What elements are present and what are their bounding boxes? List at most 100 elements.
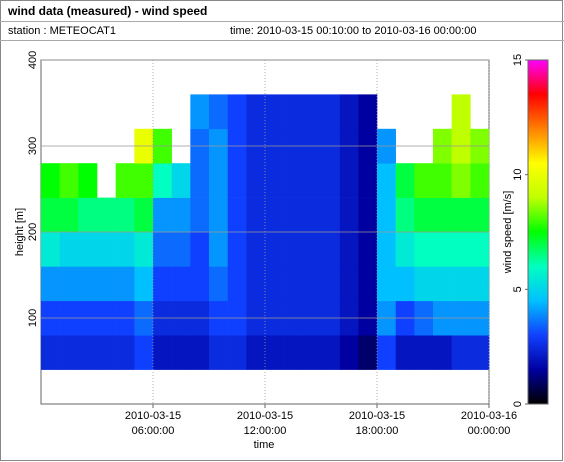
cell (358, 232, 378, 267)
cell (209, 266, 228, 302)
cell (190, 94, 210, 130)
cell (115, 266, 135, 302)
cell (59, 266, 79, 302)
cell (414, 163, 434, 198)
cell (451, 232, 471, 267)
cell (171, 197, 191, 233)
cell (97, 335, 116, 370)
cell (321, 335, 340, 370)
cell (283, 94, 303, 130)
cell (171, 232, 191, 267)
cell (302, 94, 322, 130)
cell (265, 163, 284, 198)
colorbar-tick-label: 5 (512, 286, 524, 292)
cell (78, 335, 98, 370)
cell (283, 266, 303, 302)
y-tick-label: 400 (27, 51, 39, 69)
cell (377, 232, 396, 267)
cell (227, 266, 247, 302)
cell (414, 266, 434, 302)
cell (246, 94, 266, 130)
cell (41, 232, 60, 267)
cell (358, 335, 378, 370)
cell (339, 94, 359, 130)
cell (59, 335, 79, 370)
cell (209, 232, 228, 267)
x-tick-label: 2010-03-15 12:00:00 (237, 410, 293, 437)
station: station : METEOCAT1 (8, 25, 116, 37)
cell (470, 335, 490, 370)
cell (59, 163, 79, 198)
cell (153, 197, 172, 233)
cell (395, 335, 415, 370)
colorbar (527, 59, 549, 405)
cell (414, 232, 434, 267)
cell (265, 335, 284, 370)
cell (283, 197, 303, 233)
cell (451, 266, 471, 302)
cell (321, 232, 340, 267)
cell (395, 163, 415, 198)
cell (470, 197, 490, 233)
cell (433, 197, 452, 233)
cell (302, 197, 322, 233)
cell (283, 335, 303, 370)
cell (59, 197, 79, 233)
cell (377, 163, 396, 198)
cell (395, 266, 415, 302)
cell (377, 266, 396, 302)
title: wind data (measured) - wind speed (7, 4, 207, 18)
cell (153, 163, 172, 198)
cell (265, 197, 284, 233)
y-tick-label: 300 (27, 137, 39, 155)
cell (115, 335, 135, 370)
cell (451, 335, 471, 370)
colorbar-tick-label: 15 (512, 54, 524, 66)
cell (78, 266, 98, 302)
time-range: time: 2010-03-15 00:10:00 to 2010-03-16 … (230, 25, 476, 37)
cell (190, 335, 210, 370)
y-axis-label: height [m] (14, 208, 26, 256)
cell (283, 163, 303, 198)
cell (433, 163, 452, 198)
cell (115, 232, 135, 267)
x-tick-label: 2010-03-15 06:00:00 (125, 410, 181, 437)
cell (190, 266, 210, 302)
cell (246, 197, 266, 233)
cell (209, 197, 228, 233)
cell (227, 232, 247, 267)
cell (321, 266, 340, 302)
cell (227, 197, 247, 233)
cell (283, 232, 303, 267)
cell (339, 266, 359, 302)
cell (358, 94, 378, 130)
cell (134, 266, 154, 302)
cell (97, 197, 116, 233)
cell (265, 94, 284, 130)
cell (171, 266, 191, 302)
cell (41, 266, 60, 302)
colorbar-label: wind speed [m/s] (502, 191, 514, 275)
cell (115, 163, 135, 198)
cell (209, 163, 228, 198)
cell (470, 266, 490, 302)
cell (246, 335, 266, 370)
cell (451, 94, 471, 130)
x-tick-label: 2010-03-16 00:00:00 (461, 410, 517, 437)
cell (451, 163, 471, 198)
cell (78, 163, 98, 198)
cell (97, 232, 116, 267)
cell (265, 266, 284, 302)
cell (433, 335, 452, 370)
cell (395, 232, 415, 267)
cell (451, 197, 471, 233)
cell (265, 232, 284, 267)
cell (153, 335, 172, 370)
y-tick-label: 100 (27, 309, 39, 327)
cell (339, 163, 359, 198)
cell (414, 335, 434, 370)
cell (153, 266, 172, 302)
cell (377, 335, 396, 370)
cell (358, 163, 378, 198)
cell (227, 163, 247, 198)
